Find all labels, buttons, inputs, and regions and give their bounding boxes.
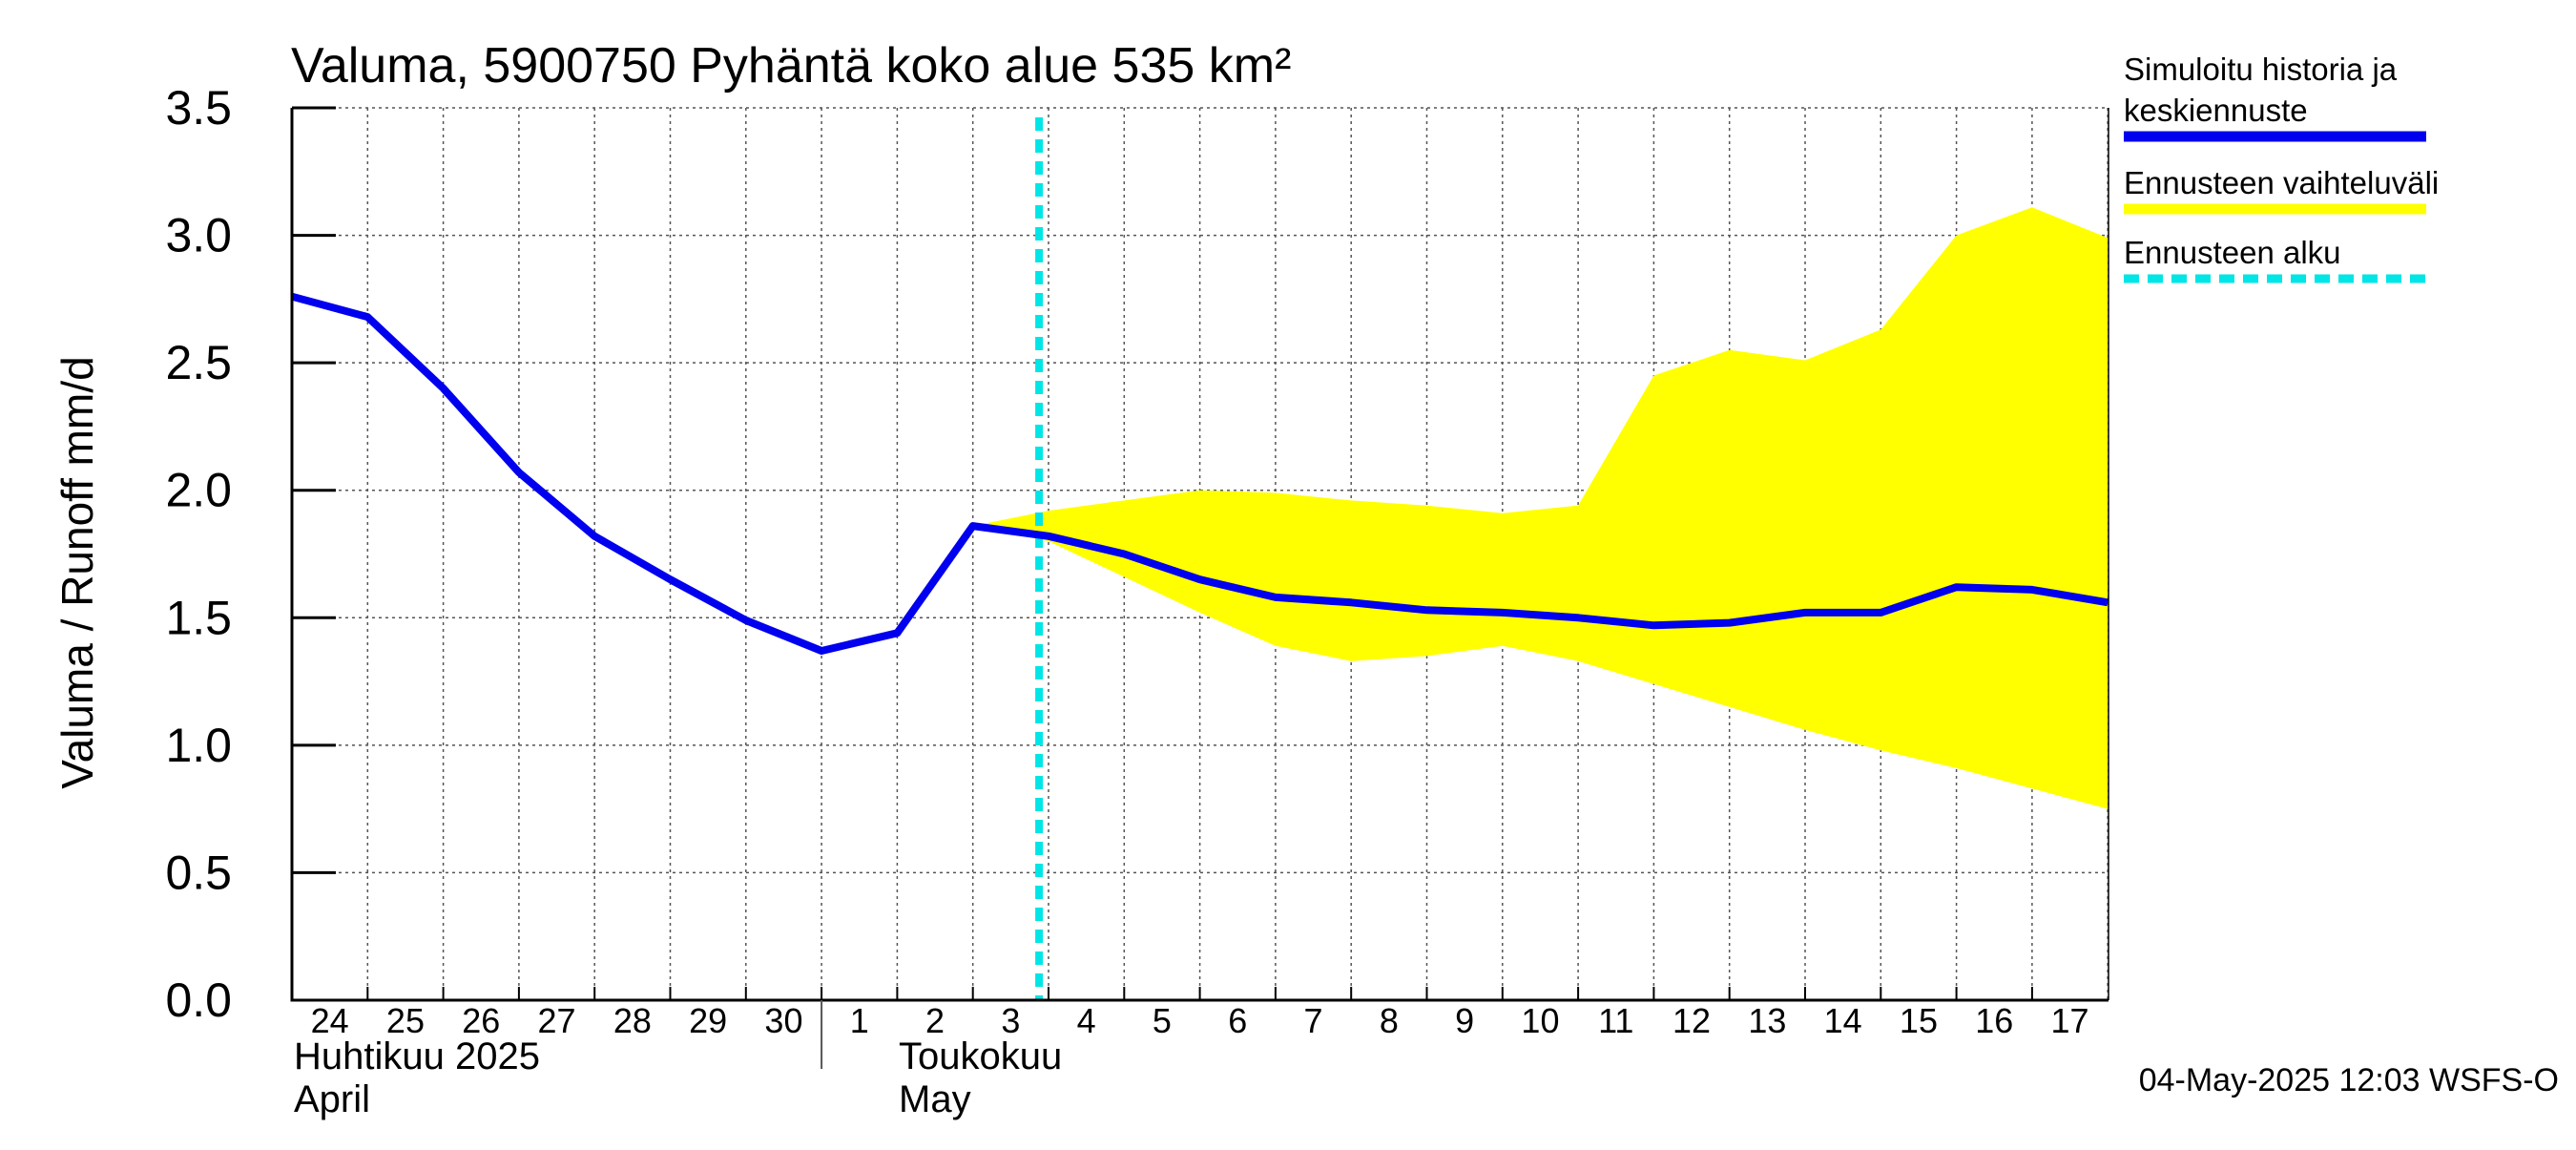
x-tick-label: 10 xyxy=(1521,1001,1559,1040)
x-tick-label: 13 xyxy=(1748,1001,1786,1040)
x-tick-label: 1 xyxy=(850,1001,869,1040)
y-tick-label: 0.0 xyxy=(165,973,232,1027)
x-tick-label: 12 xyxy=(1672,1001,1711,1040)
legend: Simuloitu historia ja keskiennuste Ennuste… xyxy=(2124,52,2439,279)
month-label-fi: Toukokuu xyxy=(899,1035,1062,1077)
x-tick-label: 28 xyxy=(613,1001,652,1040)
forecast-range-band xyxy=(973,207,2109,808)
legend-label: Ennusteen vaihteluväli xyxy=(2124,165,2439,200)
x-tick-label: 29 xyxy=(689,1001,727,1040)
x-tick-label: 15 xyxy=(1900,1001,1938,1040)
x-tick-label: 25 xyxy=(386,1001,425,1040)
y-tick-label: 1.5 xyxy=(165,591,232,644)
x-tick-label: 4 xyxy=(1077,1001,1096,1040)
y-axis-label: Valuma / Runoff mm/d xyxy=(52,356,102,788)
legend-label: keskiennuste xyxy=(2124,93,2308,128)
x-tick-label: 14 xyxy=(1824,1001,1862,1040)
legend-label: Ennusteen alku xyxy=(2124,235,2341,270)
x-tick-label: 27 xyxy=(538,1001,576,1040)
x-tick-label: 16 xyxy=(1975,1001,2013,1040)
y-tick-label: 2.5 xyxy=(165,336,232,389)
x-tick-label: 3 xyxy=(1001,1001,1020,1040)
y-tick-label: 1.0 xyxy=(165,719,232,772)
x-tick-label: 6 xyxy=(1228,1001,1247,1040)
x-tick-label: 24 xyxy=(311,1001,349,1040)
month-label-fi: Huhtikuu 2025 xyxy=(294,1035,540,1077)
x-tick-label: 8 xyxy=(1380,1001,1399,1040)
chart-title: Valuma, 5900750 Pyhäntä koko alue 535 km… xyxy=(291,38,1291,94)
y-tick-label: 3.0 xyxy=(165,209,232,262)
y-tick-label: 2.0 xyxy=(165,464,232,517)
x-tick-label: 26 xyxy=(462,1001,500,1040)
forecast-range-area xyxy=(973,207,2109,808)
x-tick-label: 17 xyxy=(2051,1001,2089,1040)
x-tick-label: 7 xyxy=(1304,1001,1323,1040)
x-tick-label: 5 xyxy=(1153,1001,1172,1040)
x-tick-label: 30 xyxy=(764,1001,802,1040)
footer-timestamp: 04-May-2025 12:03 WSFS-O xyxy=(2139,1062,2559,1098)
y-tick-label: 3.5 xyxy=(165,81,232,135)
month-label-en: May xyxy=(899,1078,971,1120)
y-tick-label: 0.5 xyxy=(165,846,232,899)
x-tick-label: 11 xyxy=(1598,1001,1633,1040)
y-tick-labels: 0.0 0.5 1.0 1.5 2.0 2.5 3.0 3.5 xyxy=(165,81,232,1027)
legend-label: Simuloitu historia ja xyxy=(2124,52,2398,87)
x-tick-label: 9 xyxy=(1455,1001,1474,1040)
month-label-en: April xyxy=(294,1078,370,1120)
x-tick-label: 2 xyxy=(925,1001,945,1040)
